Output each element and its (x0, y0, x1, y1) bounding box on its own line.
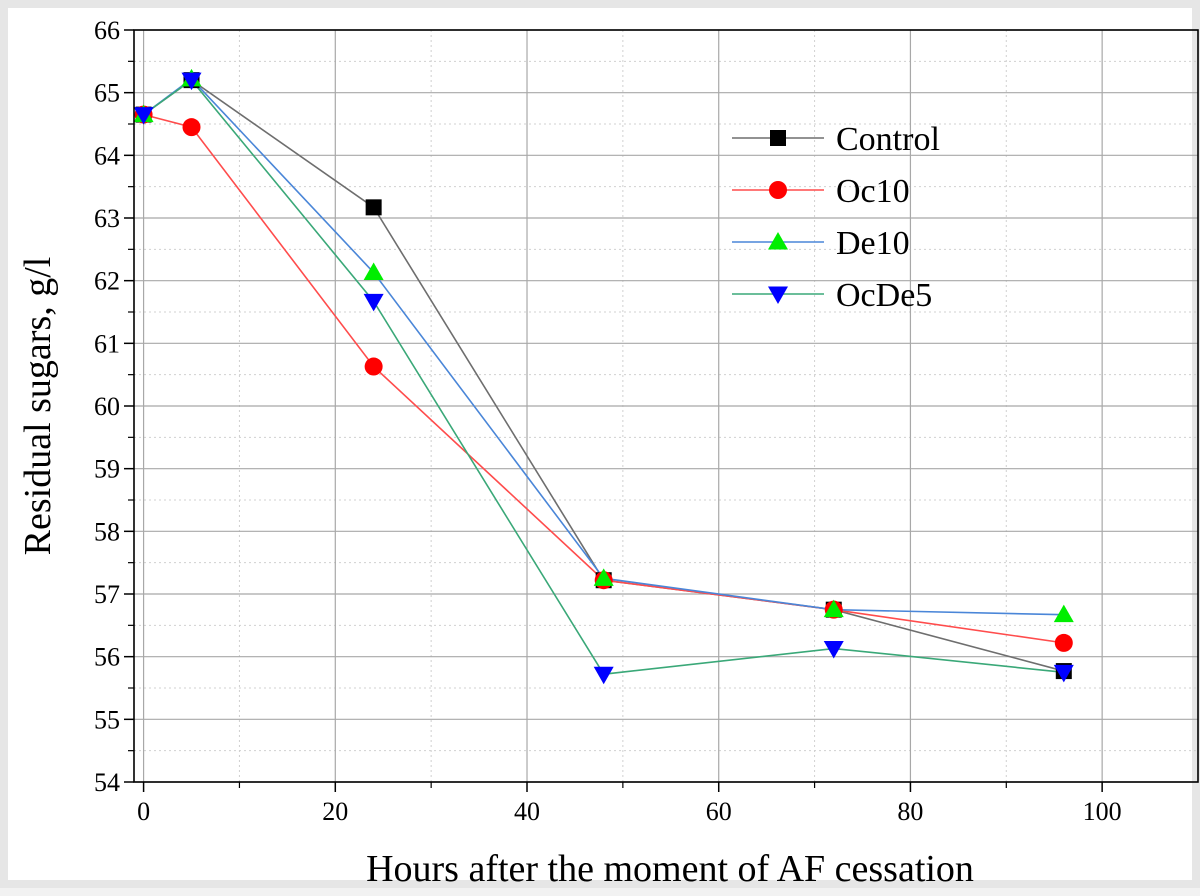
y-tick-label: 62 (94, 267, 120, 296)
y-tick-label: 61 (94, 329, 120, 358)
data-point-de10 (823, 599, 844, 618)
series-line-de10 (143, 77, 1064, 616)
data-point-oc10 (182, 118, 201, 137)
data-point-de10 (363, 262, 384, 281)
legend-label: Control (836, 121, 940, 158)
y-tick-label: 65 (94, 79, 120, 108)
grid (134, 29, 1198, 783)
x-tick-label: 80 (897, 797, 923, 826)
y-axis-title: Residual sugars, g/l (17, 257, 59, 556)
legend-marker (768, 232, 788, 250)
data-point-ocde5 (1053, 664, 1074, 683)
x-tick-label: 40 (514, 797, 540, 826)
y-tick-label: 66 (94, 16, 120, 45)
data-point-oc10 (1054, 633, 1073, 652)
y-tick-label: 57 (94, 580, 120, 609)
series-markers (133, 68, 1074, 685)
y-tick-label: 58 (94, 517, 120, 546)
x-tick-label: 0 (137, 797, 150, 826)
x-tick-label: 20 (322, 797, 348, 826)
legend-marker (770, 130, 786, 146)
data-point-oc10 (364, 357, 383, 376)
legend-label: Oc10 (836, 173, 910, 210)
axes: 0 20 40 60 80 100 54 55 56 57 58 59 60 61 62 63 64 65 66 (94, 16, 1199, 826)
data-point-control (365, 199, 382, 216)
data-point-ocde5 (133, 107, 154, 125)
y-tick-label: 63 (94, 204, 120, 233)
data-point-ocde5 (593, 666, 614, 685)
line-chart: 0 20 40 60 80 100 54 55 56 57 58 59 60 61 62 63 64 65 66 C… (17, 16, 1199, 890)
data-point-de10 (593, 568, 614, 586)
y-tick-label: 64 (94, 141, 120, 170)
legend-label: OcDe5 (836, 277, 932, 314)
x-axis-title: Hours after the moment of AF cessation (366, 848, 974, 890)
legend-marker (769, 181, 787, 199)
y-tick-label: 60 (94, 392, 120, 421)
y-tick-label: 56 (94, 643, 120, 672)
x-tick-label: 100 (1083, 797, 1122, 826)
y-tick-label: 54 (94, 768, 120, 797)
legend-marker (768, 286, 788, 304)
series-line-oc10 (143, 113, 1064, 644)
legend: Control Oc10 De10 OcDe5 (732, 121, 940, 314)
data-point-de10 (1053, 604, 1074, 623)
data-point-ocde5 (823, 641, 844, 659)
data-point-ocde5 (181, 72, 202, 91)
legend-label: De10 (836, 225, 910, 262)
y-tick-label: 59 (94, 455, 120, 484)
y-tick-label: 55 (94, 705, 120, 734)
data-point-ocde5 (363, 293, 384, 312)
x-tick-label: 60 (706, 797, 732, 826)
